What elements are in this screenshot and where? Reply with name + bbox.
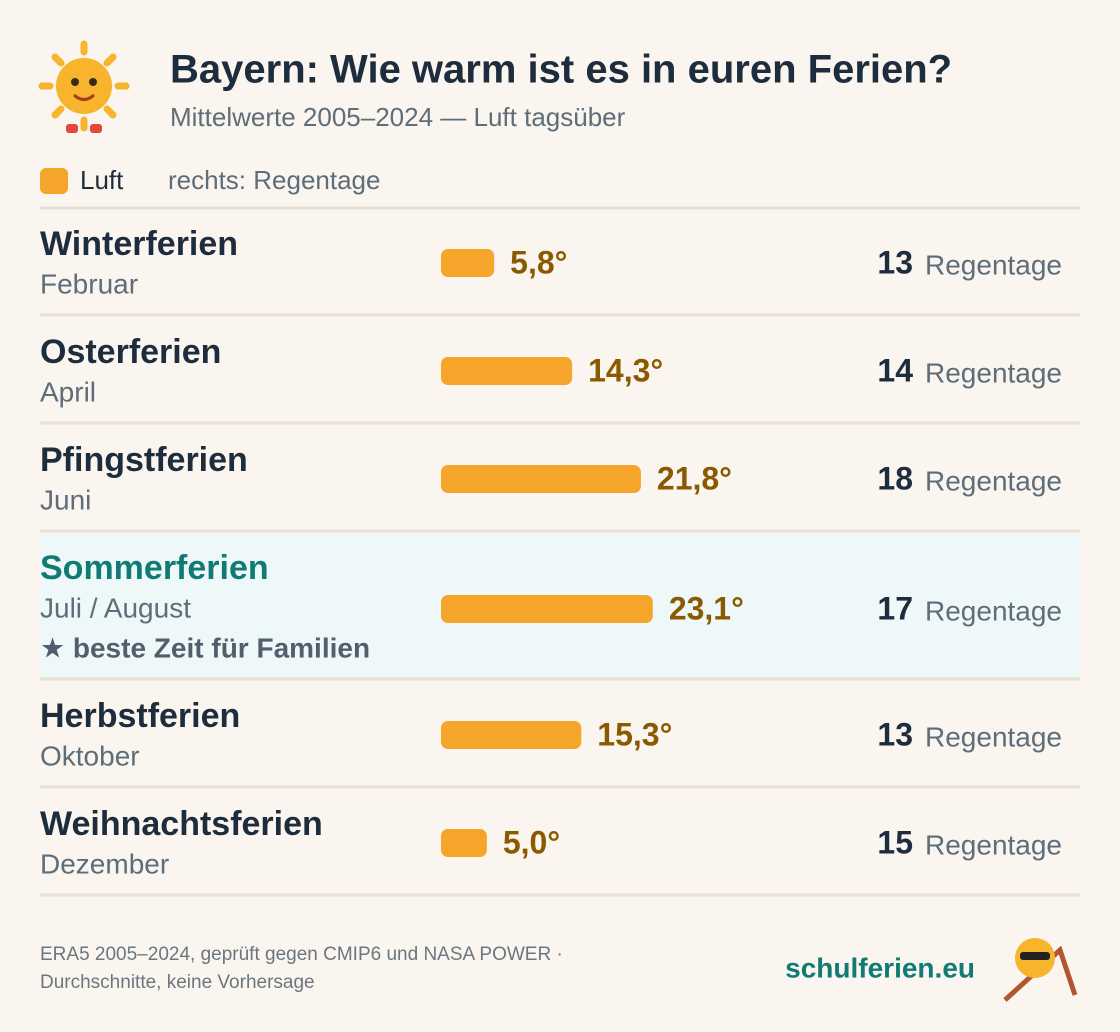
bar [441,357,573,385]
bar [441,829,487,857]
category-subtitle: Dezember [40,848,169,879]
value-label: 14,3° [588,352,663,388]
rain-days-value: 14 [877,352,913,388]
rain-days-unit: Regentage [925,249,1062,280]
rain-days-unit: Regentage [925,357,1062,388]
source-line: Durchschnitte, keine Vorhersage [40,972,315,993]
legend-swatch [40,168,68,194]
rain-days-value: 15 [877,824,913,860]
category-label: Winterferien [40,225,238,263]
highlight-note: ★ beste Zeit für Familien [40,632,370,663]
category-label: Pfingstferien [40,441,248,479]
source-line: ERA5 2005–2024, geprüft gegen CMIP6 und … [40,944,563,965]
bar [441,721,582,749]
category-subtitle: April [40,376,96,407]
chart-title: Bayern: Wie warm ist es in euren Ferien? [170,48,952,92]
rain-days-unit: Regentage [925,595,1062,626]
bar [441,249,495,277]
rain-days-value: 13 [877,244,913,280]
category-label: Weihnachtsferien [40,805,323,843]
legend-note: rechts: Regentage [168,165,380,195]
rain-days-value: 17 [877,590,913,626]
beach-sun-icon [1003,938,1078,1002]
sun-icon [38,40,130,133]
category-subtitle: Oktober [40,740,140,771]
chart-subtitle: Mittelwerte 2005–2024 — Luft tagsüber [170,102,626,132]
category-subtitle: Juli / August [40,592,191,623]
footer: ERA5 2005–2024, geprüft gegen CMIP6 und … [40,944,975,993]
value-label: 21,8° [657,460,732,496]
value-label: 23,1° [669,590,744,626]
bar [441,595,653,623]
category-subtitle: Februar [40,268,138,299]
bar [441,465,641,493]
rain-days-value: 18 [877,460,913,496]
category-label: Herbstferien [40,697,240,735]
legend-label: Luft [80,165,124,195]
value-label: 15,3° [597,716,672,752]
rain-days-unit: Regentage [925,465,1062,496]
value-label: 5,8° [510,244,567,280]
category-subtitle: Juni [40,484,91,515]
rain-days-value: 13 [877,716,913,752]
category-label: Osterferien [40,333,221,371]
value-label: 5,0° [503,824,560,860]
category-label: Sommerferien [40,549,269,587]
brand: schulferien.eu [785,952,975,983]
rain-days-unit: Regentage [925,721,1062,752]
legend: Luft rechts: Regentage [40,165,380,195]
rain-days-unit: Regentage [925,829,1062,860]
rows: Winterferien Februar 5,8° 13 Regentage Osterf… [40,225,1080,897]
